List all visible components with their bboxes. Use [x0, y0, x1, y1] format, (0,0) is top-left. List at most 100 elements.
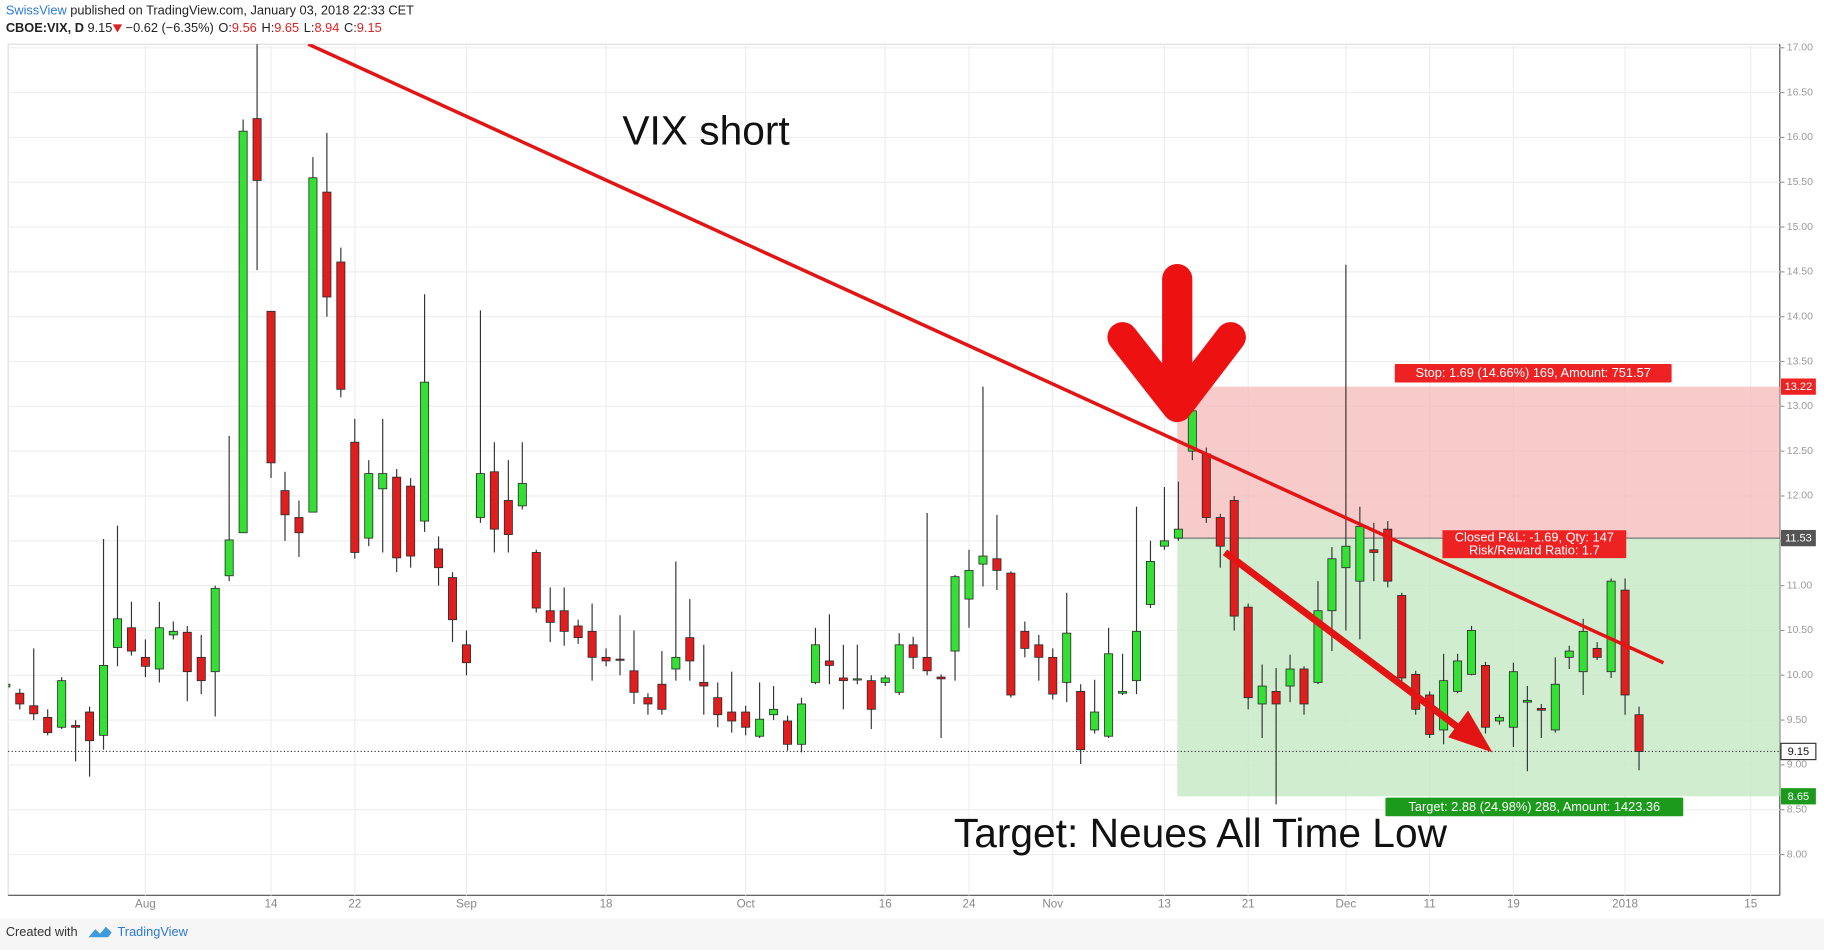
candle-body: [1578, 630, 1588, 673]
candle-body: [978, 555, 988, 565]
x-tick-label: 21: [1242, 898, 1255, 911]
candle-body: [196, 656, 206, 682]
x-tick-label: 2018: [1612, 898, 1638, 911]
arrow-head: [1448, 710, 1493, 753]
candle-body: [922, 656, 932, 672]
footer-logo: [88, 926, 112, 938]
candle-body: [615, 658, 625, 661]
target-label-box: [1385, 797, 1684, 817]
candle-body: [685, 637, 695, 662]
candle-body: [461, 644, 471, 664]
y-tick-label: 15.50: [1787, 177, 1813, 188]
ohlc-label: L:: [304, 20, 315, 35]
target-zone: [1177, 538, 1780, 797]
y-tick-label: 9.00: [1787, 760, 1808, 771]
pnl-label: Risk/Reward Ratio: 1.7: [1469, 543, 1600, 558]
candle-body: [43, 716, 53, 734]
candle-body: [1173, 528, 1183, 539]
candle-body: [643, 697, 653, 705]
footer-brand[interactable]: TradingView: [117, 924, 188, 939]
author[interactable]: SwissView: [6, 3, 68, 18]
candle-body: [866, 680, 876, 710]
candle-body: [210, 587, 220, 673]
candle-body: [657, 683, 667, 710]
candle-body: [950, 576, 960, 652]
candle-body: [1606, 580, 1616, 673]
candle-body: [224, 539, 234, 577]
candle-body: [1592, 647, 1602, 658]
ohlc-label: O:: [218, 20, 232, 35]
x-tick-label: 15: [1744, 898, 1757, 911]
candle-body: [140, 656, 150, 667]
candle-body: [336, 261, 346, 390]
y-tick-label: 10.00: [1787, 670, 1813, 681]
big-arrow-head: [1107, 322, 1246, 423]
x-tick-label: 14: [265, 898, 278, 911]
candle-body: [503, 500, 513, 535]
candle-body: [1299, 668, 1309, 705]
x-tick-label: 19: [1507, 898, 1520, 911]
candle-body: [797, 703, 806, 745]
candle-body: [783, 720, 793, 745]
candle-body: [1494, 716, 1504, 722]
candle-body: [1159, 540, 1169, 547]
ohlc-label: H:: [261, 20, 274, 35]
candle-body: [769, 708, 779, 716]
candle-body: [559, 610, 569, 632]
candle-body: [1118, 691, 1128, 694]
candle-body: [113, 618, 122, 648]
y-tick-label: 12.50: [1787, 446, 1813, 457]
candle-body: [15, 692, 25, 705]
candle-body: [1467, 630, 1477, 675]
candle-body: [85, 711, 95, 742]
ohlc-label: C:: [344, 20, 357, 35]
candle-body: [1104, 653, 1114, 737]
x-tick-label: Sep: [456, 898, 477, 911]
candle-body: [99, 665, 109, 736]
candle-body: [1062, 632, 1072, 683]
candle-body: [1243, 606, 1253, 699]
candle-body: [517, 483, 527, 507]
candle-body: [448, 577, 457, 621]
candle-body: [1285, 668, 1295, 687]
down-icon: [112, 24, 123, 33]
candle-body: [489, 471, 499, 530]
change-line: −0.62 (−6.35%) O:9.56 H:9.65 L:8.94 C:9.15: [126, 20, 382, 35]
candle-body: [545, 610, 555, 623]
candle-body: [1634, 714, 1644, 752]
candle-body: [824, 660, 834, 666]
candle-body: [727, 711, 737, 722]
candle-body: [1397, 595, 1407, 679]
candle-body: [1215, 517, 1225, 547]
pnl-box: [1442, 530, 1627, 559]
candle-body: [880, 677, 890, 683]
candle-body: [266, 310, 276, 464]
candle-body: [741, 711, 751, 728]
last: 9.15: [88, 20, 113, 35]
y-tick-label: 8.00: [1787, 849, 1808, 860]
published: published on TradingView.com, January 03…: [70, 3, 414, 18]
x-tick-label: 24: [963, 898, 976, 911]
candle-body: [1383, 528, 1393, 582]
annotation: VIX short: [622, 107, 789, 153]
candle-body: [182, 631, 192, 673]
symbol: CBOE:VIX, D: [6, 20, 84, 35]
footer-created: Created with: [6, 924, 78, 939]
candle-body: [1341, 545, 1351, 569]
header-line: SwissView published on TradingView.com, …: [6, 3, 414, 18]
candle-body: [992, 558, 1002, 571]
drawings: [307, 44, 1665, 753]
trend-line: [307, 44, 1665, 665]
candle-body: [1076, 691, 1086, 751]
candle-body: [475, 473, 485, 518]
candle-body: [713, 697, 723, 716]
target-label: Target: 2.88 (24.98%) 288, Amount: 1423.…: [1409, 799, 1661, 814]
candle-body: [8, 683, 11, 688]
symbol-line: CBOE:VIX, D 9.15: [6, 20, 113, 35]
candle-body: [238, 130, 248, 534]
candle-body: [378, 473, 388, 490]
pnl-label: Closed P&L: -1.69, Qty: 147: [1455, 530, 1614, 545]
y-tick-label: 15.00: [1787, 222, 1813, 233]
